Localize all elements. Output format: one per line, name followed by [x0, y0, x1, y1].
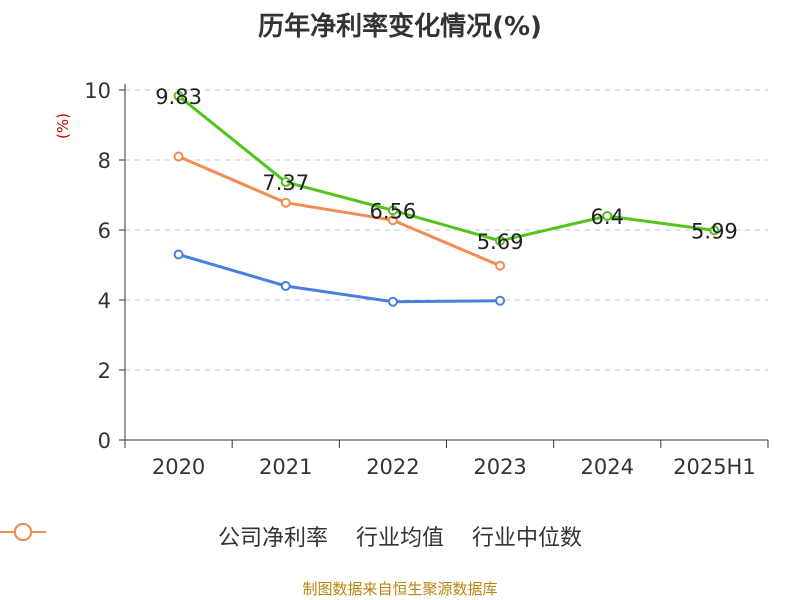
y-tick-label: 6	[98, 219, 111, 243]
data-label: 6.4	[591, 205, 624, 229]
legend-item-industry-mean[interactable]: 行业均值	[0, 520, 444, 552]
data-point	[173, 90, 184, 101]
chart-title: 历年净利率变化情况(%)	[258, 12, 542, 42]
y-tick-label: 8	[98, 149, 111, 173]
data-point	[280, 197, 291, 208]
data-point	[495, 235, 506, 246]
data-point	[495, 295, 506, 306]
x-tick-label: 2021	[259, 455, 312, 479]
data-point	[709, 225, 720, 236]
data-point	[387, 205, 398, 216]
data-label: 5.99	[691, 219, 738, 243]
data-point	[280, 177, 291, 188]
x-tick-label: 2025H1	[673, 455, 756, 479]
source-note: 制图数据来自恒生聚源数据库	[302, 580, 498, 598]
legend-label-industry-median: 行业中位数	[472, 526, 583, 551]
data-label: 7.37	[262, 171, 309, 195]
y-tick-label: 2	[98, 359, 111, 383]
y-tick-label: 4	[98, 289, 111, 313]
legend: 公司净利率 行业均值 行业中位数	[0, 520, 800, 552]
y-tick-label: 0	[98, 429, 111, 453]
data-label: 5.69	[477, 230, 524, 254]
data-label: 6.56	[370, 199, 417, 223]
legend-item-industry-median[interactable]: 行业中位数	[0, 520, 583, 552]
y-axis-label: (%)	[54, 113, 72, 139]
data-point	[280, 281, 291, 291]
series-line	[178, 253, 501, 304]
series-line	[177, 94, 715, 243]
legend-item-company[interactable]: 公司净利率	[0, 520, 328, 552]
x-tick-label: 2022	[366, 455, 419, 479]
data-point	[387, 215, 398, 226]
series-line	[177, 155, 501, 268]
x-tick-label: 2023	[473, 455, 526, 479]
legend-label-industry-mean: 行业均值	[355, 526, 444, 551]
x-tick-label: 2024	[581, 455, 634, 479]
data-point	[495, 260, 506, 271]
data-point	[602, 211, 613, 221]
legend-label-company: 公司净利率	[217, 526, 328, 551]
x-tick-label: 2020	[152, 455, 205, 479]
data-label: 9.83	[155, 85, 202, 109]
data-point	[387, 296, 398, 307]
y-tick-label: 10	[84, 79, 111, 103]
data-point	[173, 151, 184, 162]
legend-swatch-industry-median	[0, 523, 46, 541]
data-point	[173, 249, 184, 260]
